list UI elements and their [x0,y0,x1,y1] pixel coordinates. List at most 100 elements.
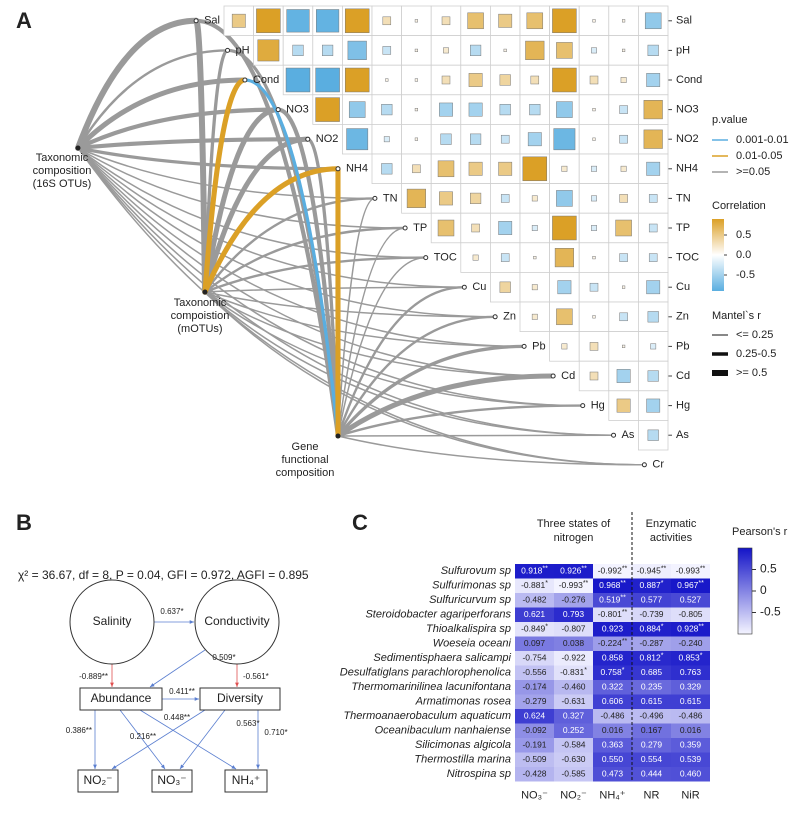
heat-cell [632,752,671,767]
significance: ** [698,623,704,630]
mantel-edge [336,286,466,438]
correlation-square [616,398,631,413]
cell-value-text: -0.992 [598,566,622,576]
heat-cell [671,651,710,666]
heat-cell [554,578,593,593]
correlation-square [552,215,577,241]
correlation-square [529,104,541,116]
significance: ** [622,609,628,616]
correlation-square [292,44,304,56]
mantel-edge [204,286,466,293]
variable-label: Cu [472,281,486,293]
column-group-label: nitrogen [554,532,594,544]
heat-cell [554,636,593,651]
node-dot [550,373,556,379]
correlation-square [471,223,480,233]
sem-node [77,769,119,793]
column-label: NH₄⁺ [599,789,625,801]
cell-value: -0.739 [639,609,663,619]
variable-label: NO3 [286,104,309,116]
path-arrow [139,709,237,770]
heat-cell [632,593,671,608]
heat-cell [671,564,710,579]
cell-value: 0.550 [602,754,624,764]
cell-value-text: -0.486 [600,711,624,721]
legend-label: 0.25-0.5 [736,348,776,360]
correlation-square [256,8,281,34]
cell-value-text: -0.805 [678,609,702,619]
cell-frame [519,5,551,37]
cell-value-text: 0.621 [524,609,546,619]
node-dot [580,403,586,409]
heat-cell [632,723,671,738]
cell-value-text: 0.016 [680,725,702,735]
cell-value: 0.758* [600,667,624,677]
correlation-square [441,16,451,26]
heat-cell [554,593,593,608]
cell-value-text: -0.739 [639,609,663,619]
cell-value-text: 0.473 [602,769,624,779]
cell-value: -0.992** [598,565,628,575]
cell-value: 0.884* [639,623,663,633]
cell-value-text: 0.793 [563,609,585,619]
heat-cell [632,665,671,680]
cell-value-text: 0.884 [639,624,661,634]
mantel-edge [336,404,584,438]
variable-label: NH4 [346,163,368,175]
cell-value: -0.486 [678,711,702,721]
variable-label: pH [236,44,250,56]
cell-value-text: 0.252 [563,725,585,735]
column-group-label: Three states of [537,518,611,530]
significance: ** [583,580,589,587]
correlation-square [619,134,628,144]
cell-value-text: 0.968 [599,580,621,590]
heat-cell [515,723,554,738]
mantel-edge [306,137,340,438]
variable-label: Cr [652,459,664,471]
mantel-edge [202,107,281,295]
cell-value: -0.460 [561,682,585,692]
correlation-square [592,137,596,141]
correlation-square [344,67,370,93]
cell-value-text: 0.554 [641,754,663,764]
row-label: Oceanibaculum nanhaiense [375,725,511,737]
column-group-label: Enzymatic [646,518,697,530]
right-variable-label: Cond [676,74,702,86]
heat-cell [632,767,671,782]
correlation-square [499,104,511,116]
heat-cell [593,665,632,680]
colorbar-tick-label: 0 [760,583,767,597]
colorbar-tick-label: 0.0 [736,249,751,261]
cell-value: 0.624 [524,711,546,721]
heat-cell [593,709,632,724]
significance: ** [581,565,587,572]
sem-node-label: Diversity [217,691,263,705]
cell-value: 0.621 [524,609,546,619]
correlation-square [500,253,510,262]
right-variable-label: Hg [676,400,690,412]
cell-value-text: 0.577 [641,595,663,605]
correlation-square [589,282,599,292]
colorbar [712,219,724,291]
cell-value: 0.016 [602,725,624,735]
colorbar-tick-label: -0.5 [736,269,755,281]
heat-cell [515,709,554,724]
heat-cell [515,622,554,637]
correlation-square [616,369,631,383]
correlation-square [561,165,568,172]
cell-value-text: -0.191 [522,740,546,750]
cell-value: -0.831* [560,667,587,677]
cell-value-text: 0.359 [680,740,702,750]
source-dot [202,289,208,295]
mantel-edge [204,291,615,436]
heat-cell [593,752,632,767]
cell-value-text: 0.763 [680,667,702,677]
cell-value-text: -0.807 [561,624,585,634]
significance: * [622,667,625,674]
path-coefficient: 0.216** [130,732,156,741]
significance: ** [622,565,628,572]
node-dot [641,462,647,468]
mantel-edge [204,291,646,466]
panel-label: C [352,510,368,535]
correlation-square [648,194,658,203]
